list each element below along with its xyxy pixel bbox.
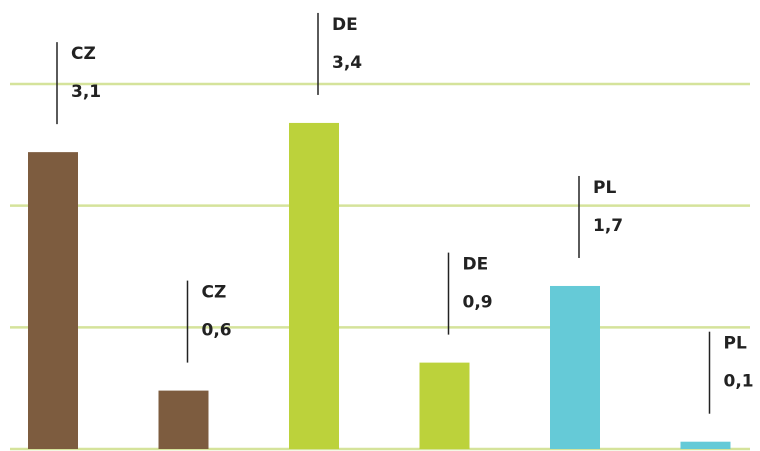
gridlines — [10, 82, 750, 451]
value-label: 0,1 — [724, 372, 754, 392]
value-label: 0,6 — [202, 321, 232, 341]
bar — [550, 285, 600, 449]
category-label: CZ — [202, 283, 227, 303]
value-label: 0,9 — [463, 293, 493, 313]
bar-labels: CZ 3,1 CZ 0,6 DE 3,4 DE 0,9 PL 1,7 PL 0,1 — [56, 12, 754, 414]
bar — [680, 441, 731, 449]
category-label: CZ — [71, 44, 96, 64]
bar — [289, 122, 339, 449]
value-label: 3,4 — [332, 53, 362, 73]
value-label: 3,1 — [71, 82, 101, 102]
value-label: 1,7 — [593, 216, 623, 236]
bar — [28, 152, 78, 449]
category-label: PL — [724, 334, 747, 354]
bar — [158, 390, 209, 449]
category-label: DE — [332, 15, 358, 35]
category-label: PL — [593, 178, 616, 198]
bar — [419, 362, 470, 449]
category-label: DE — [463, 255, 489, 275]
bars — [28, 122, 731, 449]
